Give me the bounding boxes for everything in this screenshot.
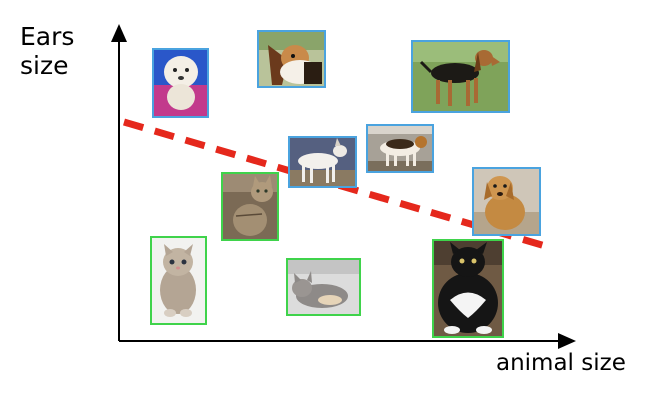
dog-photo-white-dog [288, 136, 357, 188]
cat-photo-tabby [221, 172, 279, 241]
y-axis-label-line2: size [20, 51, 69, 80]
dog-photo-poodle [152, 48, 209, 118]
y-axis-label: Ears size [20, 22, 74, 80]
y-axis-label-line1: Ears [20, 22, 75, 51]
dog-photo-beagle [257, 30, 326, 88]
cat-photo-tuxedo-cat [432, 239, 504, 338]
dog-photo-golden [472, 167, 541, 236]
x-axis-label: animal size [496, 350, 626, 376]
cat-photo-fluffy-kitten [150, 236, 207, 325]
dog-photo-hound [411, 40, 510, 113]
cat-photo-grey-cat [286, 258, 361, 316]
dog-photo-beagle-standing [366, 124, 434, 173]
